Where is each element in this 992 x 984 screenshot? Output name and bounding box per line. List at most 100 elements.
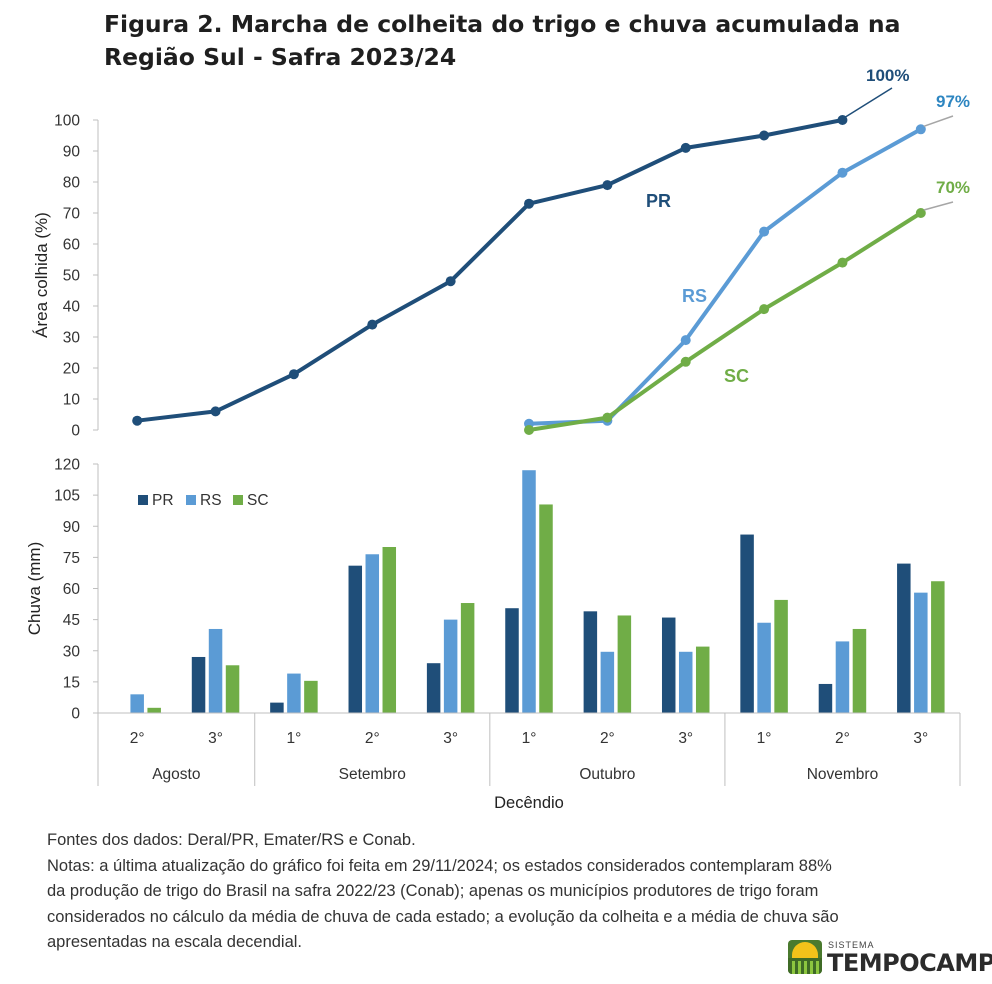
chart-title: Figura 2. Marcha de colheita do trigo e … xyxy=(104,10,901,71)
note-line: considerados no cálculo da média de chuv… xyxy=(47,907,839,926)
data-point-sc xyxy=(680,356,691,367)
legend-label-pr: PR xyxy=(152,492,174,509)
note-line: da produção de trigo do Brasil na safra … xyxy=(47,882,819,900)
bar-y-tick-label: 30 xyxy=(63,643,81,660)
logo-icon xyxy=(788,940,822,974)
data-point-pr xyxy=(210,406,221,417)
series-line-sc xyxy=(527,211,923,432)
bar-rs xyxy=(365,554,380,713)
line-y-tick-label: 60 xyxy=(63,237,81,254)
data-point-pr xyxy=(132,415,143,426)
series-label-pr: PR xyxy=(646,191,671,211)
x-tick-label: 1° xyxy=(286,730,301,747)
bar-pr xyxy=(270,702,284,713)
x-tick-label: 2° xyxy=(130,730,145,747)
bar-pr xyxy=(191,656,206,713)
bar-y-tick-label: 120 xyxy=(54,457,80,474)
bar-sc xyxy=(382,547,397,713)
data-point-rs xyxy=(837,167,848,178)
month-label: Novembro xyxy=(807,766,879,783)
series-label-rs: RS xyxy=(682,286,707,306)
bar-sc xyxy=(147,707,161,713)
line-y-tick-label: 30 xyxy=(63,330,81,347)
data-point-pr xyxy=(837,115,848,125)
line-y-tick-label: 0 xyxy=(71,423,80,440)
bar-sc xyxy=(852,628,867,713)
data-point-pr xyxy=(680,142,691,153)
bar-pr xyxy=(426,663,441,713)
data-point-rs xyxy=(915,124,926,135)
bar-y-tick-label: 45 xyxy=(63,612,80,629)
bar-y-axis-title: Chuva (mm) xyxy=(25,542,44,636)
bar-rs xyxy=(600,651,615,713)
callout-label-sc: 70% xyxy=(936,178,970,197)
bar-rs xyxy=(835,641,850,713)
line-y-tick-label: 80 xyxy=(63,175,81,192)
series-label-sc: SC xyxy=(724,366,749,386)
bar-sc xyxy=(774,599,788,713)
callout-leader-rs xyxy=(923,115,954,128)
bar-pr xyxy=(740,534,754,713)
line-y-tick-label: 90 xyxy=(63,144,81,161)
bar-pr xyxy=(818,683,833,713)
bar-sc xyxy=(695,646,710,713)
bar-y-tick-label: 60 xyxy=(63,581,81,598)
data-point-sc xyxy=(602,412,613,423)
data-point-rs xyxy=(680,335,691,346)
data-point-rs xyxy=(759,226,770,237)
x-tick-label: 1° xyxy=(757,730,772,747)
bar-rs xyxy=(130,694,144,713)
legend-label-sc: SC xyxy=(247,492,269,509)
bar-pr xyxy=(583,611,598,713)
x-tick-label: 3° xyxy=(443,730,458,747)
note-line: apresentadas na escala decendial. xyxy=(47,933,303,951)
bar-rs xyxy=(208,628,223,713)
x-tick-label: 2° xyxy=(835,730,850,747)
bar-rs xyxy=(287,673,301,713)
note-line: Notas: a última atualização do gráfico f… xyxy=(47,856,832,875)
x-tick-label: 1° xyxy=(522,730,537,747)
bar-y-tick-label: 105 xyxy=(54,488,80,505)
bar-sc xyxy=(617,615,632,713)
data-point-pr xyxy=(524,198,534,209)
x-tick-label: 2° xyxy=(600,730,615,747)
callout-leader-sc xyxy=(923,201,954,211)
bar-rs xyxy=(914,592,928,713)
x-tick-label: 3° xyxy=(913,730,928,747)
bar-y-tick-label: 90 xyxy=(63,519,81,536)
bar-sc xyxy=(539,504,553,713)
data-point-sc xyxy=(915,208,926,218)
callout-label-rs: 97% xyxy=(936,92,970,111)
line-y-tick-label: 20 xyxy=(63,361,81,378)
x-tick-label: 3° xyxy=(678,730,693,747)
callout-leader-pr xyxy=(845,87,893,118)
bar-y-tick-label: 15 xyxy=(63,674,80,691)
x-tick-label: 3° xyxy=(208,730,223,747)
bar-sc xyxy=(931,581,945,713)
month-label: Agosto xyxy=(152,766,200,783)
data-point-sc xyxy=(837,257,848,268)
x-tick-label: 2° xyxy=(365,730,380,747)
bar-rs xyxy=(678,651,693,713)
bar-rs xyxy=(757,622,771,713)
legend-swatch-pr xyxy=(138,495,148,505)
notes: Fontes dos dados: Deral/PR, Emater/RS e … xyxy=(47,828,972,956)
bar-y-tick-label: 75 xyxy=(63,550,80,567)
bar-y-tick-label: 0 xyxy=(71,706,80,723)
logo-small-text: SISTEMA xyxy=(828,940,875,950)
data-point-pr xyxy=(759,130,770,141)
data-point-pr xyxy=(602,180,613,191)
bar-sc xyxy=(304,680,318,713)
legend-label-rs: RS xyxy=(200,492,222,509)
bar-sc xyxy=(460,603,475,713)
callout-label-pr: 100% xyxy=(866,66,909,85)
line-y-tick-label: 50 xyxy=(63,268,81,285)
line-y-axis-title: Área colhida (%) xyxy=(32,212,51,338)
month-label: Outubro xyxy=(579,766,635,783)
logo-text: TEMPOCAMPO xyxy=(827,949,992,977)
data-point-pr xyxy=(367,319,378,330)
line-y-tick-label: 40 xyxy=(63,299,81,316)
bar-pr xyxy=(348,565,363,713)
note-line: Fontes dos dados: Deral/PR, Emater/RS e … xyxy=(47,831,416,849)
x-axis-title: Decêndio xyxy=(494,794,564,812)
